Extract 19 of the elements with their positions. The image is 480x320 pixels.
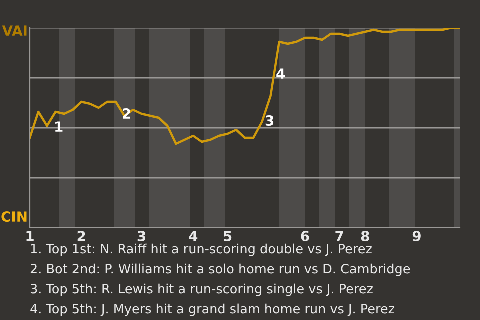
x-tick-label: 2 — [78, 231, 86, 242]
text: 3. Top 5th: R. Lewis hit a run-scoring single vs J. Perez — [30, 284, 373, 296]
x-tick-label: 4 — [189, 231, 198, 242]
annotation: 1 — [56, 122, 63, 132]
annotation: 4 — [276, 68, 286, 79]
text: CIN — [2, 212, 27, 222]
x-tick-label: 5 — [224, 231, 232, 242]
text: 2. Bot 2nd: P. Williams hit a solo home run vs D. Cambridge — [30, 264, 410, 276]
text: VAI — [2, 26, 27, 36]
x-tick-label: 3 — [138, 231, 146, 242]
text: 1. Top 1st: N. Raiff hit a run-scoring double vs J. Perez — [31, 244, 372, 256]
x-tick-label: 9 — [412, 231, 421, 242]
text: 4. Top 5th: J. Myers hit a grand slam home run vs J. Perez — [30, 304, 394, 316]
annotation: 3 — [266, 116, 274, 126]
x-tick-label: 7 — [336, 231, 344, 242]
annotation: 2 — [123, 108, 130, 119]
x-tick-label: 1 — [26, 231, 34, 242]
x-tick-label: 8 — [361, 231, 370, 242]
x-tick-label: 6 — [301, 231, 310, 242]
